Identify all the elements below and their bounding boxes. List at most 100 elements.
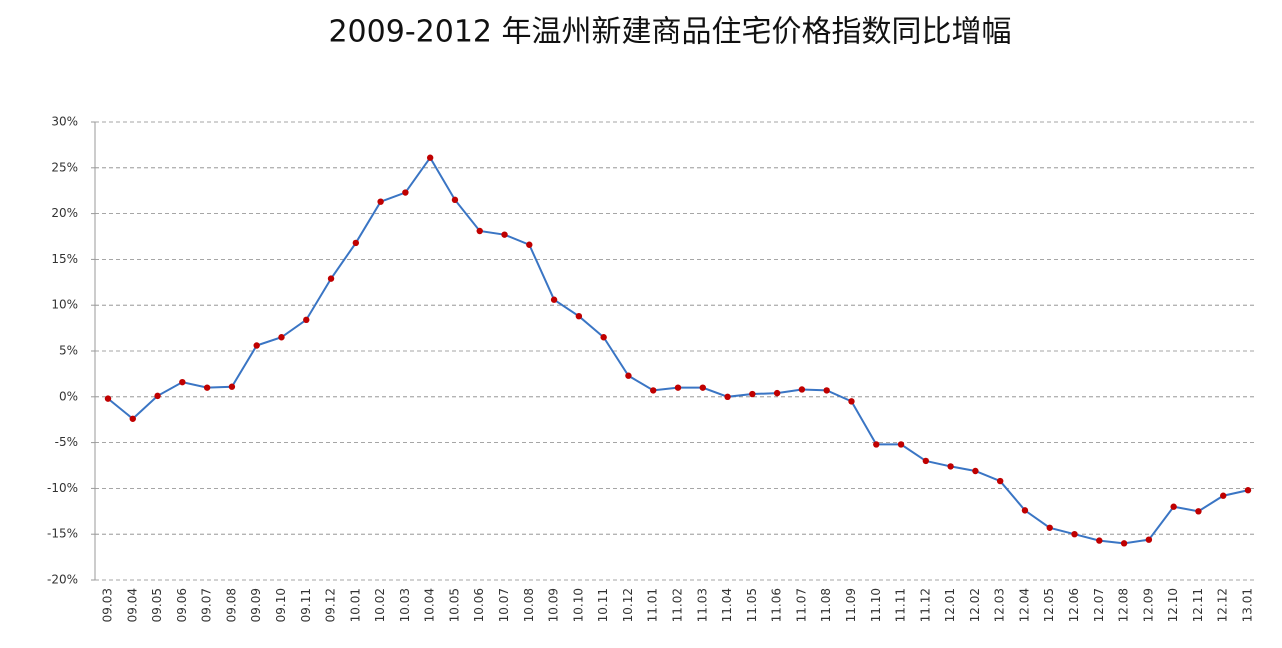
data-point <box>873 441 880 448</box>
data-point <box>104 395 112 402</box>
data-point <box>724 393 731 400</box>
x-tick-label: 11.04 <box>720 588 734 622</box>
data-point <box>1244 487 1252 494</box>
data-point <box>526 241 533 248</box>
data-point <box>1021 507 1029 514</box>
y-tick-label: 10% <box>51 298 78 312</box>
data-point <box>402 189 409 196</box>
data-point <box>352 239 360 247</box>
data-point <box>798 386 806 393</box>
data-point <box>947 463 954 470</box>
x-tick-label: 12.11 <box>1191 588 1205 622</box>
y-tick-label: 15% <box>51 252 78 266</box>
data-point <box>996 477 1004 485</box>
data-point <box>625 372 632 379</box>
x-tick-label: 11.10 <box>869 588 883 622</box>
data-point <box>1170 503 1177 510</box>
x-tick-label: 13.01 <box>1241 588 1255 622</box>
x-tick-label: 12.08 <box>1117 588 1131 622</box>
data-point <box>922 457 930 465</box>
x-tick-label: 09.11 <box>299 588 313 622</box>
x-tick-label: 10.09 <box>547 588 561 622</box>
x-tick-label: 11.02 <box>671 588 685 622</box>
x-tick-label: 11.12 <box>918 588 932 622</box>
data-point <box>749 390 756 398</box>
x-tick-label: 12.09 <box>1141 588 1155 622</box>
x-tick-label: 12.07 <box>1092 588 1106 622</box>
x-tick-label: 09.03 <box>101 588 115 622</box>
x-tick-label: 09.12 <box>324 588 338 622</box>
x-tick-label: 11.03 <box>695 588 709 622</box>
data-point <box>674 384 682 391</box>
data-point <box>426 154 434 161</box>
x-tick-label: 11.09 <box>844 588 858 622</box>
data-point <box>897 441 905 448</box>
x-tick-label: 11.06 <box>770 588 784 622</box>
data-point <box>501 231 508 238</box>
x-tick-label: 10.03 <box>398 588 412 622</box>
data-point <box>773 389 781 397</box>
data-point <box>1071 531 1078 538</box>
data-point <box>303 316 310 324</box>
data-point <box>650 387 657 394</box>
chart-title: 2009-2012 年温州新建商品住宅价格指数同比增幅 <box>328 15 1011 50</box>
x-tick-label: 12.10 <box>1166 588 1180 622</box>
x-tick-label: 09.09 <box>249 588 263 622</box>
x-tick-label: 12.06 <box>1067 588 1081 622</box>
data-point <box>154 392 161 400</box>
x-tick-label: 09.04 <box>125 588 139 622</box>
x-tick-label: 12.01 <box>943 588 957 622</box>
x-tick-label: 11.05 <box>745 588 759 622</box>
data-point <box>699 384 706 391</box>
data-point <box>476 227 483 235</box>
data-point <box>1096 537 1103 544</box>
x-tick-label: 10.10 <box>571 588 585 622</box>
y-tick-label: 30% <box>51 115 78 129</box>
y-tick-label: -15% <box>47 527 78 541</box>
x-tick-label: 10.06 <box>472 588 486 622</box>
data-point <box>278 334 285 341</box>
x-tick-label: 10.08 <box>522 588 536 622</box>
y-tick-label: -10% <box>47 481 78 495</box>
x-tick-label: 11.11 <box>894 588 908 622</box>
x-tick-label: 12.05 <box>1042 588 1056 622</box>
data-line <box>107 155 1249 545</box>
data-point <box>1195 508 1202 515</box>
data-point <box>972 467 979 475</box>
data-point <box>848 398 855 405</box>
data-point <box>179 378 186 386</box>
x-tick-label: 09.05 <box>150 588 164 622</box>
x-tick-label: 09.08 <box>224 588 238 622</box>
data-point <box>327 275 335 282</box>
x-tick-label: 09.07 <box>200 588 214 622</box>
data-point <box>550 296 558 303</box>
x-tick-label: 11.08 <box>819 588 833 622</box>
data-point <box>377 198 384 205</box>
data-point <box>575 312 583 320</box>
data-point <box>1145 536 1153 543</box>
x-tick-label: 11.01 <box>646 588 660 622</box>
x-tick-label: 10.02 <box>373 588 387 622</box>
x-tick-label: 12.03 <box>993 588 1007 622</box>
x-tick-label: 12.12 <box>1216 588 1230 622</box>
y-tick-label: 5% <box>59 344 78 358</box>
data-point <box>1220 492 1227 499</box>
data-point <box>253 342 260 349</box>
x-tick-label: 11.07 <box>794 588 808 622</box>
data-point <box>1120 540 1128 547</box>
y-tick-label: -5% <box>55 435 78 449</box>
x-tick-label: 12.02 <box>968 588 982 622</box>
data-point <box>228 383 236 390</box>
x-tick-label: 10.05 <box>447 588 461 622</box>
data-point <box>451 196 459 204</box>
x-tick-label: 09.10 <box>274 588 288 622</box>
x-tick-label: 10.07 <box>497 588 511 622</box>
y-tick-label: -20% <box>47 573 78 587</box>
x-tick-label: 12.04 <box>1017 588 1031 622</box>
data-point <box>600 334 607 341</box>
x-tick-label: 09.06 <box>175 588 189 622</box>
data-point <box>1046 524 1053 531</box>
x-tick-label: 10.04 <box>423 588 437 622</box>
y-tick-label: 25% <box>51 160 78 174</box>
